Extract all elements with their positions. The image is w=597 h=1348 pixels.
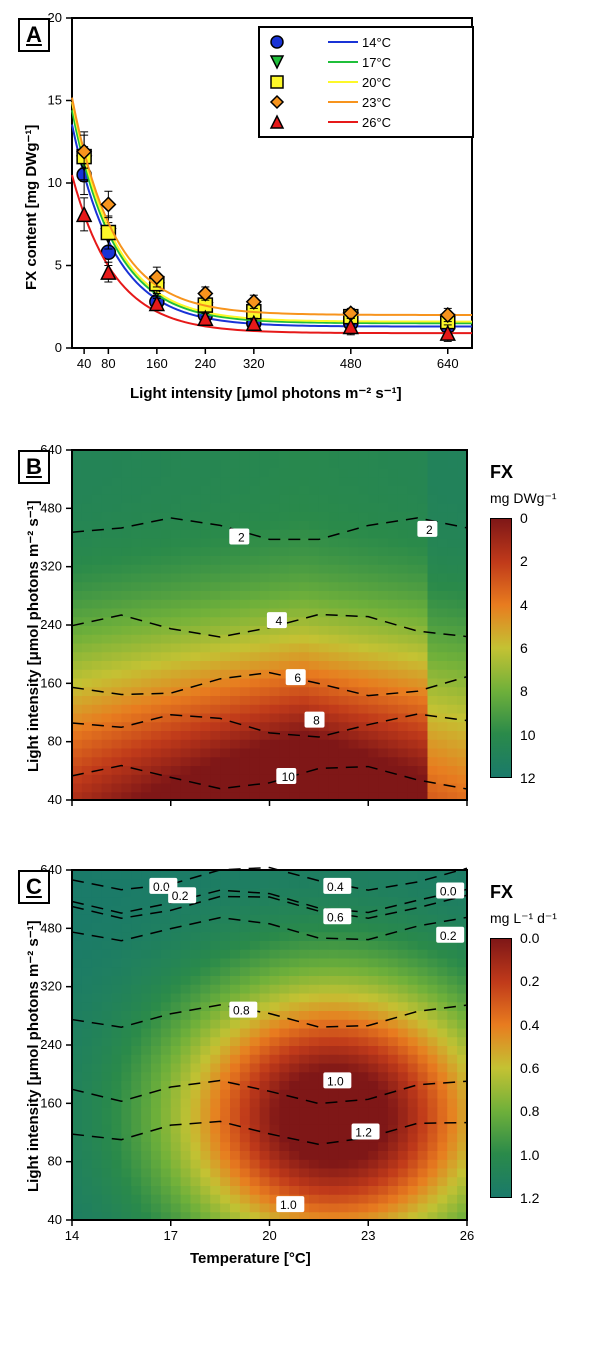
svg-text:240: 240: [194, 356, 216, 371]
colorbar-tick: 4: [520, 597, 528, 613]
svg-text:20: 20: [262, 1228, 276, 1243]
svg-text:0: 0: [55, 340, 62, 355]
legend-item: 14°C: [262, 32, 470, 52]
svg-text:320: 320: [40, 979, 62, 994]
panel-a-label: A: [18, 18, 50, 52]
panel-b-label: B: [18, 450, 50, 484]
svg-text:1.2: 1.2: [355, 1126, 372, 1140]
svg-text:240: 240: [40, 1037, 62, 1052]
svg-text:40: 40: [48, 1212, 62, 1227]
svg-text:480: 480: [40, 500, 62, 515]
svg-text:0.0: 0.0: [153, 880, 170, 894]
panel-c-cb-unit: mg L⁻¹ d⁻¹: [490, 910, 557, 927]
colorbar-tick: 0: [520, 510, 528, 526]
svg-text:26: 26: [460, 1228, 474, 1243]
legend-item: 26°C: [262, 112, 470, 132]
svg-text:0.6: 0.6: [327, 910, 344, 924]
panel-c: C 141720232640801602403204806400.00.00.2…: [0, 852, 597, 1348]
colorbar-tick: 1.0: [520, 1147, 539, 1163]
svg-text:160: 160: [40, 675, 62, 690]
colorbar-tick: 6: [520, 640, 528, 656]
svg-text:2: 2: [238, 531, 245, 545]
colorbar-tick: 12: [520, 770, 536, 786]
svg-text:5: 5: [55, 258, 62, 273]
colorbar-tick: 0.0: [520, 930, 539, 946]
colorbar-tick: 1.2: [520, 1190, 539, 1206]
svg-text:14: 14: [65, 1228, 79, 1243]
svg-text:0.4: 0.4: [327, 880, 344, 894]
panel-c-ylabel: Light intensity [μmol photons m⁻² s⁻¹]: [24, 920, 42, 1192]
svg-text:6: 6: [294, 671, 301, 685]
panel-c-colorbar: FX mg L⁻¹ d⁻¹ 0.0 0.2 0.4 0.6 0.8 1.0 1.2: [490, 882, 590, 1242]
svg-text:0.2: 0.2: [172, 889, 189, 903]
legend-item: 23°C: [262, 92, 470, 112]
svg-text:640: 640: [437, 356, 459, 371]
svg-text:40: 40: [48, 792, 62, 807]
colorbar-tick: 10: [520, 727, 536, 743]
svg-text:10: 10: [48, 175, 62, 190]
figure-container: A 408016024032048064005101520 FX content…: [0, 0, 597, 1348]
panel-b-cb-title: FX: [490, 462, 513, 483]
svg-text:0.8: 0.8: [233, 1004, 250, 1018]
panel-c-cb-title: FX: [490, 882, 513, 903]
panel-a: A 408016024032048064005101520 FX content…: [0, 0, 597, 420]
panel-b-ylabel: Light intensity [μmol photons m⁻² s⁻¹]: [24, 500, 42, 772]
svg-text:40: 40: [77, 356, 91, 371]
colorbar-tick: 8: [520, 683, 528, 699]
svg-text:480: 480: [40, 920, 62, 935]
svg-text:2: 2: [426, 523, 433, 537]
svg-text:160: 160: [40, 1095, 62, 1110]
svg-text:80: 80: [48, 734, 62, 749]
svg-text:0.2: 0.2: [440, 929, 457, 943]
svg-text:80: 80: [48, 1154, 62, 1169]
svg-text:4: 4: [276, 614, 283, 628]
svg-text:320: 320: [40, 559, 62, 574]
panel-a-legend: 14°C17°C20°C23°C26°C: [258, 26, 474, 138]
svg-text:10: 10: [282, 770, 296, 784]
svg-text:160: 160: [146, 356, 168, 371]
legend-item: 20°C: [262, 72, 470, 92]
svg-text:1.0: 1.0: [327, 1074, 344, 1088]
panel-b-colorbar: FX mg DWg⁻¹ 0 2 4 6 8 10 12: [490, 462, 590, 822]
colorbar-tick: 0.2: [520, 973, 539, 989]
svg-text:17: 17: [164, 1228, 178, 1243]
svg-text:8: 8: [313, 714, 320, 728]
svg-text:1.0: 1.0: [280, 1198, 297, 1212]
svg-text:320: 320: [243, 356, 265, 371]
colorbar-tick: 0.4: [520, 1017, 539, 1033]
svg-text:240: 240: [40, 617, 62, 632]
colorbar-tick: 2: [520, 553, 528, 569]
panel-a-ylabel: FX content [mg DWg⁻¹]: [22, 125, 40, 290]
panel-b-cb-unit: mg DWg⁻¹: [490, 490, 557, 507]
panel-a-xlabel: Light intensity [μmol photons m⁻² s⁻¹]: [130, 384, 402, 402]
panel-b: B 40801602403204806402246810 Light inten…: [0, 432, 597, 852]
legend-item: 17°C: [262, 52, 470, 72]
svg-text:0.0: 0.0: [440, 884, 457, 898]
svg-text:23: 23: [361, 1228, 375, 1243]
colorbar-tick: 0.6: [520, 1060, 539, 1076]
panel-c-xlabel: Temperature [°C]: [190, 1250, 311, 1267]
colorbar-tick: 0.8: [520, 1103, 539, 1119]
svg-text:15: 15: [48, 93, 62, 108]
panel-c-label: C: [18, 870, 50, 904]
svg-text:80: 80: [101, 356, 115, 371]
svg-text:480: 480: [340, 356, 362, 371]
